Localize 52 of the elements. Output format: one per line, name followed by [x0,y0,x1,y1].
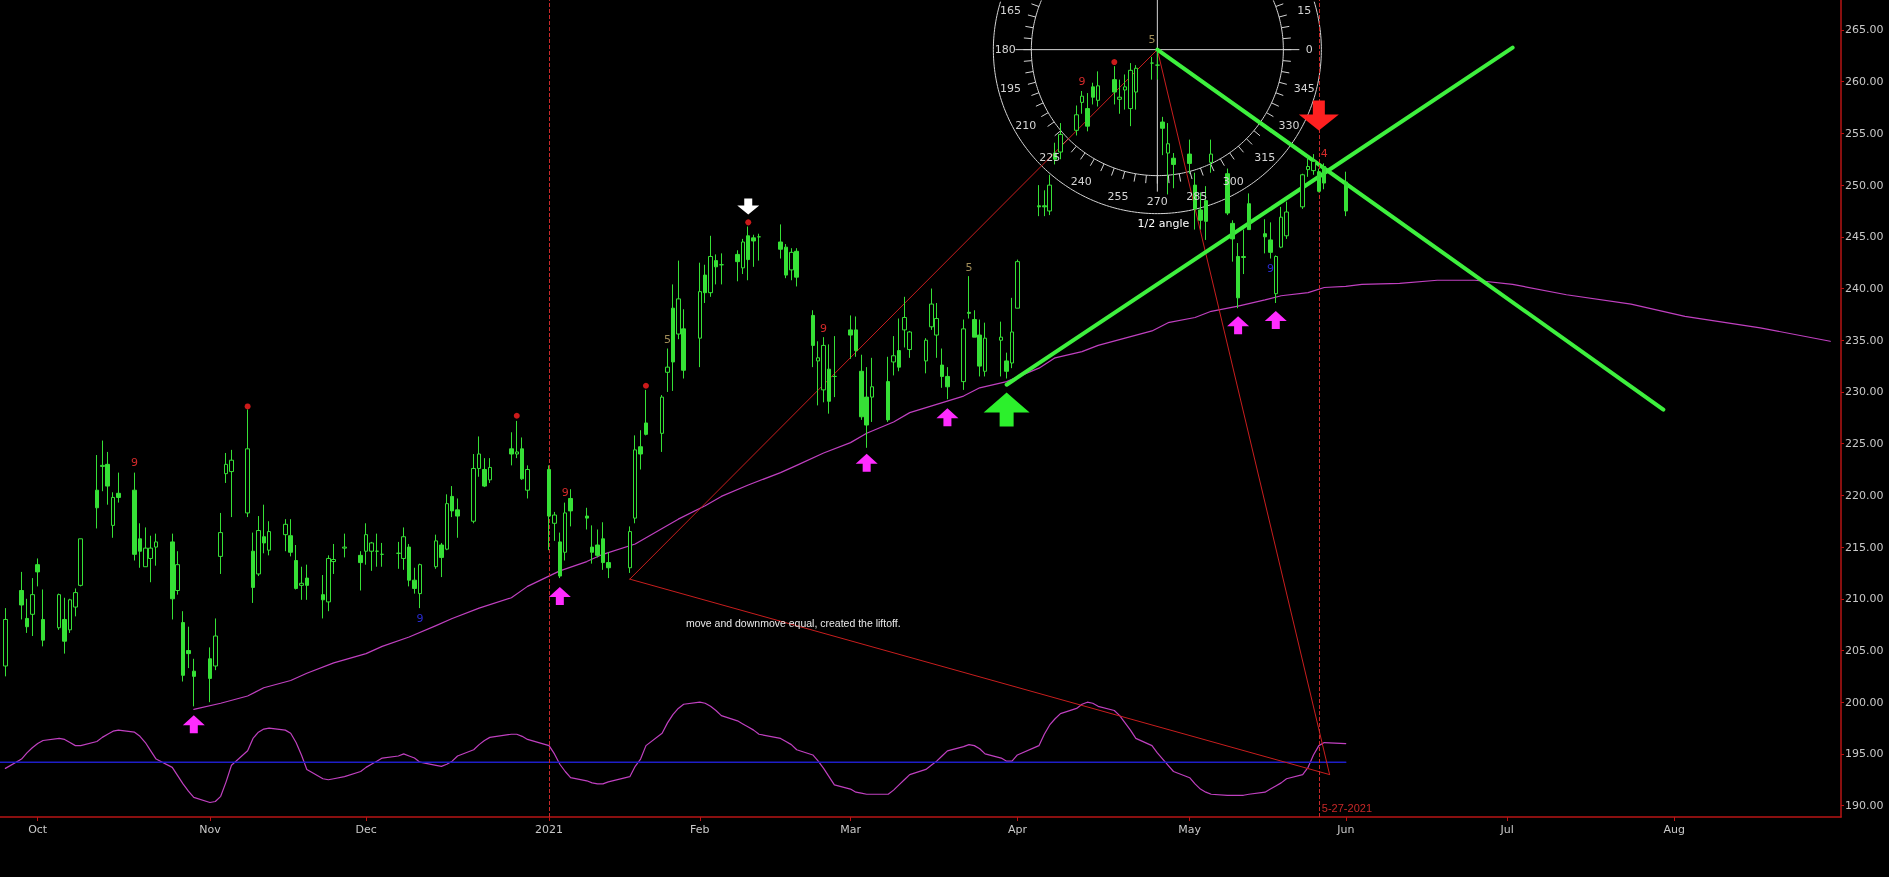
annotation: 9 [820,321,828,335]
y-tick-label: 245.00 [1845,230,1884,244]
x-tick-label: Feb [690,823,710,836]
y-tick-label: 190.00 [1845,799,1884,813]
annotation: 4 [1320,146,1328,160]
y-tick-label: 255.00 [1845,126,1884,140]
x-tick-label: Aug [1663,823,1685,836]
annotation: 5 [965,260,973,274]
x-tick-label: Jul [1499,823,1514,836]
annotation: move and downmove equal, created the liftoff. [686,617,901,629]
y-tick-label: 210.00 [1845,592,1884,606]
y-tick-label: 240.00 [1845,282,1884,296]
annotation: 255 [1107,189,1129,203]
x-tick-label: Dec [355,823,377,836]
annotation: 1/2 angle [1137,217,1190,231]
y-tick-label: 230.00 [1845,385,1884,399]
annotation: 0 [1305,43,1313,57]
y-tick-label: 225.00 [1845,437,1884,451]
annotation: 9 [561,486,569,500]
y-tick-label: 250.00 [1845,178,1884,192]
y-tick-label: 265.00 [1845,23,1884,37]
y-tick-label: 235.00 [1845,333,1884,347]
ref-line-label: 5-27-2021 [1321,802,1372,814]
annotation: 240 [1070,174,1092,188]
annotation: 9 [131,456,139,470]
x-tick-label: Apr [1007,823,1028,836]
x-tick-label: May [1178,823,1202,836]
y-tick-label: 215.00 [1845,540,1884,554]
annotation: 330 [1278,119,1300,133]
annotation: 9 [416,611,424,625]
annotation: 9 [1266,262,1274,276]
annotation: 15 [1297,3,1312,17]
x-tick-label: Jun [1336,823,1355,836]
y-tick-label: 220.00 [1845,488,1884,502]
annotation: 9 [1078,74,1086,88]
x-tick-label: 2021 [535,823,564,836]
annotation: 165 [1000,3,1022,17]
annotation: 180 [994,43,1016,57]
annotation: 5 [1148,33,1156,47]
annotation: 270 [1146,195,1168,209]
annotation: 345 [1293,82,1315,96]
x-tick-label: Oct [28,823,48,836]
y-tick-label: 195.00 [1845,747,1884,761]
x-tick-label: Mar [840,823,862,836]
y-tick-label: 260.00 [1845,75,1884,89]
annotation: 315 [1254,150,1276,164]
annotation: 195 [1000,82,1022,96]
y-tick-label: 205.00 [1845,644,1884,657]
annotation: 5 [664,333,671,347]
y-tick-label: 200.00 [1845,695,1884,709]
annotation: 210 [1015,119,1037,133]
x-tick-label: Nov [199,823,222,836]
